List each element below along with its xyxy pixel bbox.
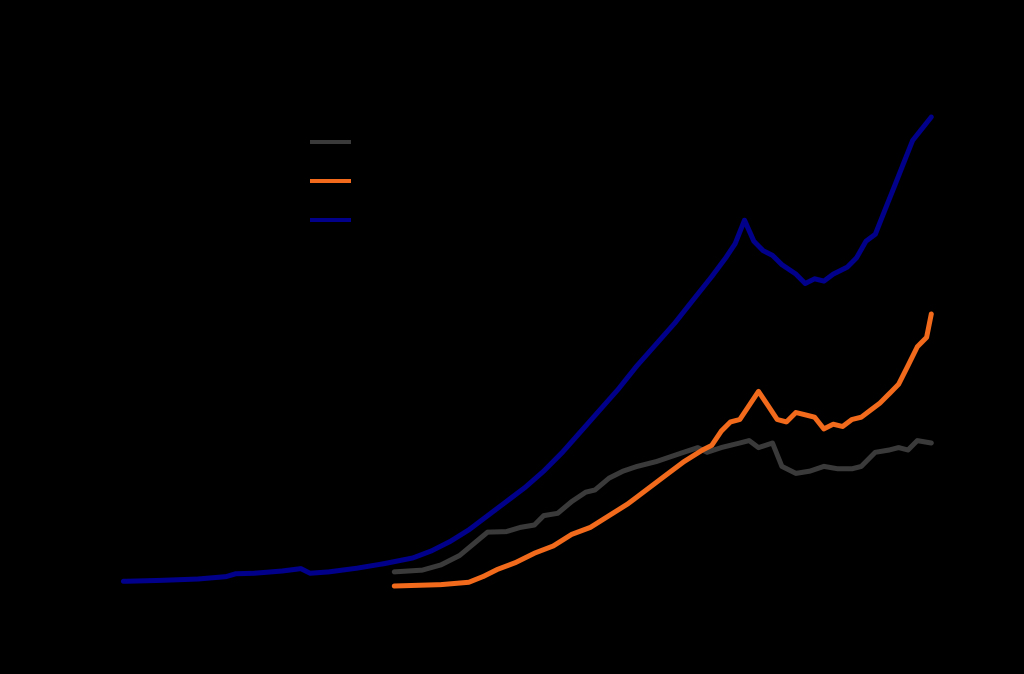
legend <box>310 140 351 222</box>
series-line-1 <box>391 438 934 575</box>
series-layer <box>120 114 934 589</box>
series-line-3 <box>120 114 934 584</box>
series-line-2 <box>391 311 934 589</box>
